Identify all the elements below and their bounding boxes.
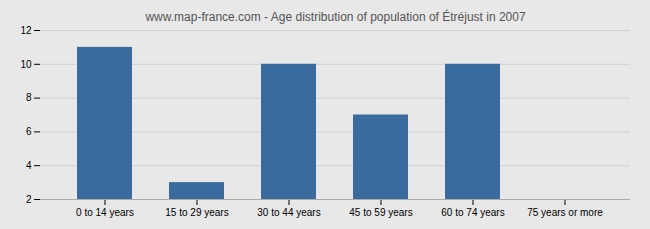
svg-text:15 to 29 years: 15 to 29 years — [165, 207, 228, 218]
svg-text:12: 12 — [20, 25, 32, 36]
svg-text:45 to 59 years: 45 to 59 years — [349, 207, 412, 218]
svg-text:10: 10 — [20, 59, 32, 70]
svg-text:0 to 14 years: 0 to 14 years — [76, 207, 134, 218]
svg-text:60 to 74 years: 60 to 74 years — [441, 207, 504, 218]
svg-text:8: 8 — [26, 92, 32, 103]
svg-text:6: 6 — [26, 126, 32, 137]
svg-text:75 years or more: 75 years or more — [527, 207, 603, 218]
svg-text:4: 4 — [26, 160, 32, 171]
svg-text:www.map-france.com - Age distr: www.map-france.com - Age distribution of… — [144, 9, 526, 24]
svg-text:2: 2 — [26, 194, 32, 205]
svg-text:30 to 44 years: 30 to 44 years — [257, 207, 320, 218]
